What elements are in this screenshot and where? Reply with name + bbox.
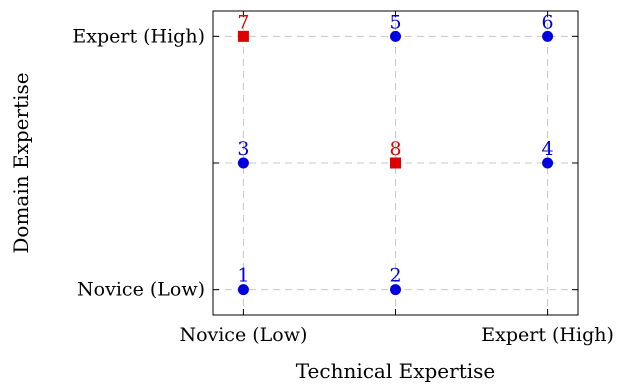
point-label: 4 [542,138,554,160]
data-point-square [390,157,401,169]
point-label: 7 [237,11,249,33]
point-label: 5 [389,11,401,33]
x-tick-label: Novice (Low) [179,324,307,346]
point-label: 6 [542,11,554,33]
y-axis-title: Domain Expertise [9,72,33,253]
point-label: 1 [237,265,249,287]
data-point-circle [390,284,401,296]
data-point-circle [237,157,249,169]
y-tick-label: Novice (Low) [77,279,205,301]
point-label: 2 [389,265,401,287]
y-tick-label: Expert (High) [72,25,205,47]
point-label: 8 [389,138,401,160]
x-tick-labels: Novice (Low) Expert (High) [179,324,613,346]
x-axis-title: Technical Expertise [296,359,495,383]
data-point-circle [237,284,249,296]
data-point-square [237,30,249,42]
axis-ticks [213,11,578,315]
x-tick-label: Expert (High) [481,324,614,346]
y-tick-labels: Novice (Low) Expert (High) [72,25,205,300]
point-label: 3 [237,138,249,160]
data-points [237,30,554,296]
data-point-circle [542,157,554,169]
data-point-circle [390,30,401,42]
data-point-circle [542,30,554,42]
point-labels: 1 2 3 4 5 6 7 8 [237,11,553,286]
